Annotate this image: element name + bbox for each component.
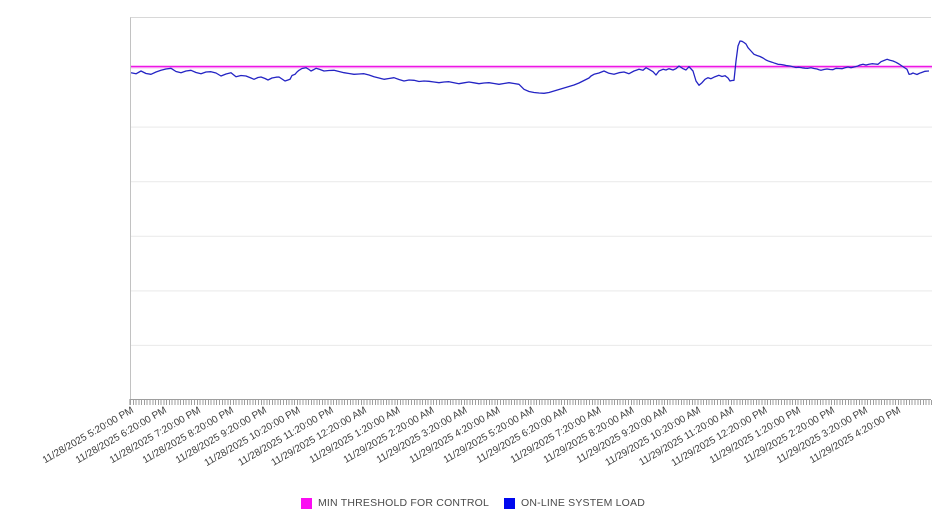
legend-item-system-load[interactable]: ON-LINE SYSTEM LOAD [504,497,645,509]
plot-area [130,17,932,399]
legend-swatch-icon [300,497,312,509]
legend-item-threshold[interactable]: MIN THRESHOLD FOR CONTROL [300,497,490,509]
x-axis-tick-strip [130,400,932,405]
y-axis-line [129,399,130,405]
plot-svg [131,40,932,346]
legend-swatch-icon [504,497,516,509]
x-axis-line [130,399,931,400]
load-line [131,40,930,94]
legend: MIN THRESHOLD FOR CONTROL ON-LINE SYSTEM … [0,497,946,509]
legend-label: MIN THRESHOLD FOR CONTROL [317,497,490,509]
legend-label: ON-LINE SYSTEM LOAD [521,497,646,509]
